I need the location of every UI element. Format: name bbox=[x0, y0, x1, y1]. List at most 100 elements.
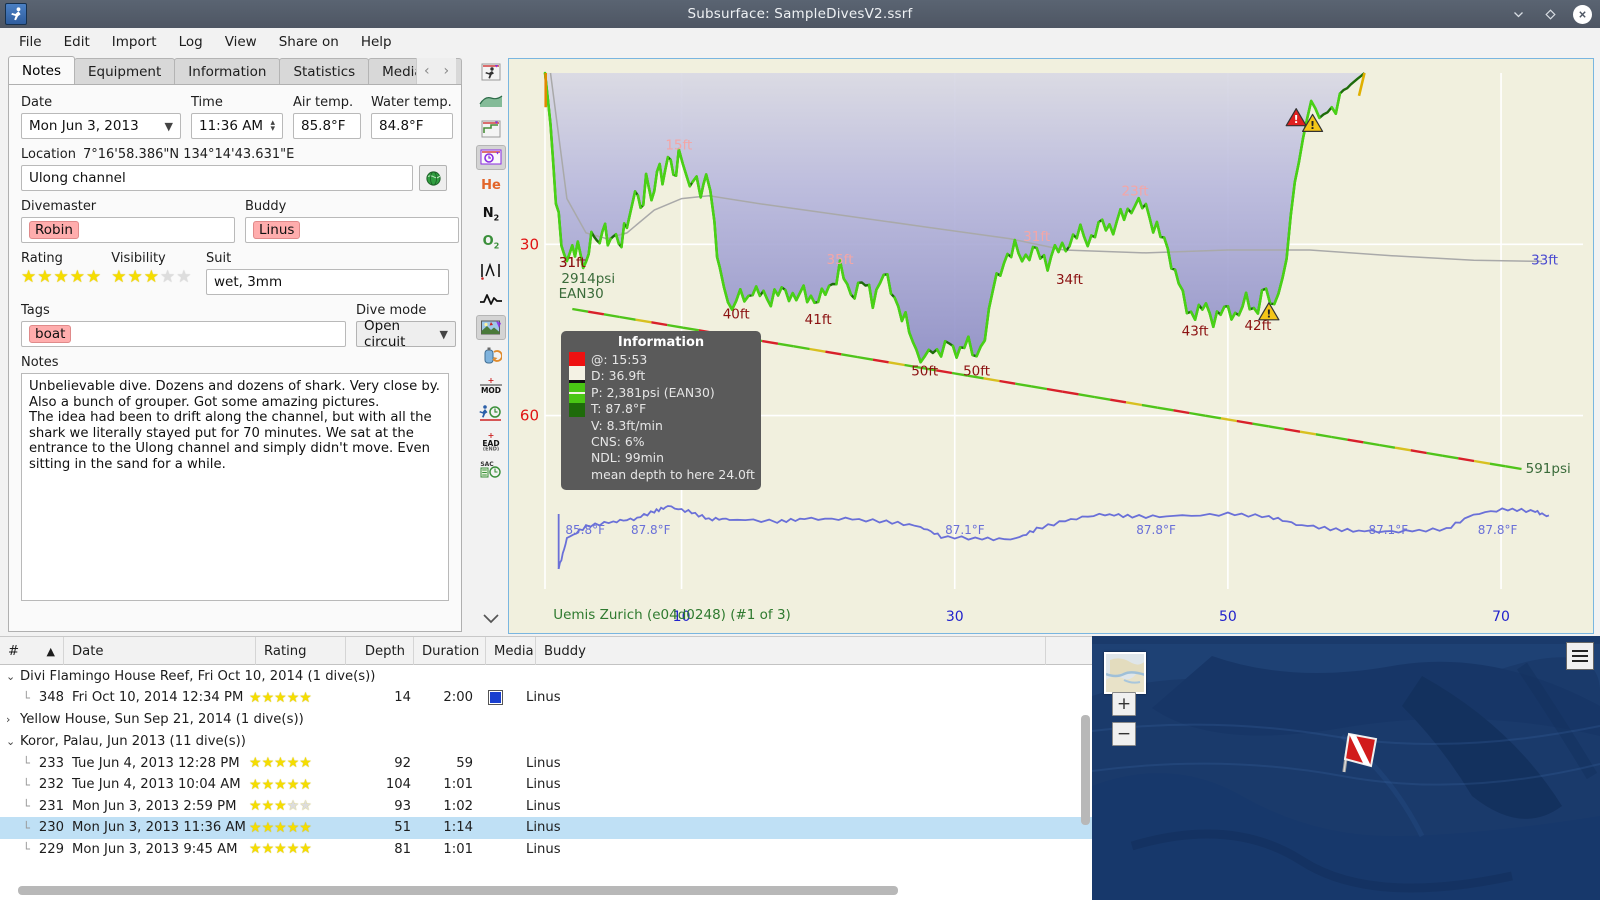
dc-reported-ceiling-icon[interactable] bbox=[476, 88, 506, 112]
heliox-icon[interactable]: He bbox=[481, 178, 501, 194]
divelist-trip-header[interactable]: ⌄ Divi Flamingo House Reef, Fri Oct 10, 2… bbox=[0, 665, 1092, 687]
calculated-ceiling-icon[interactable] bbox=[476, 117, 506, 141]
column-header-buddy[interactable]: Buddy bbox=[536, 637, 1046, 665]
table-row[interactable]: └ 230 Mon Jun 3, 2013 11:36 AM ★ ★ ★ ★ ★ 51 1:14 L… bbox=[0, 817, 1092, 839]
profile-toolbar: He N2 O2 bbox=[474, 58, 508, 634]
deco-info-icon[interactable] bbox=[476, 259, 506, 283]
star-icon[interactable]: ★ bbox=[160, 267, 176, 287]
table-row[interactable]: └ 233 Tue Jun 4, 2013 12:28 PM ★ ★ ★ ★ ★ 92 59 Lin… bbox=[0, 753, 1092, 775]
suit-value: wet, 3mm bbox=[214, 274, 283, 290]
menu-item-import[interactable]: Import bbox=[111, 34, 157, 50]
star-icon[interactable]: ★ bbox=[127, 267, 143, 287]
menu-item-share-on[interactable]: Share on bbox=[278, 34, 339, 50]
water-temp-field[interactable]: 84.8°F bbox=[371, 113, 453, 139]
notes-textarea[interactable]: Unbelievable dive. Dozens and dozens of … bbox=[21, 373, 449, 601]
zoom-out-button[interactable]: − bbox=[1112, 722, 1136, 746]
star-icon[interactable]: ★ bbox=[143, 267, 159, 287]
star-icon: ★ bbox=[274, 755, 287, 772]
divelist-trip-header[interactable]: ⌄ Koror, Palau, Jun 2013 (11 dive(s)) bbox=[0, 731, 1092, 753]
hamburger-menu-icon[interactable] bbox=[1566, 642, 1594, 670]
map-panel[interactable]: + − bbox=[1092, 636, 1600, 900]
star-icon[interactable]: ★ bbox=[37, 267, 53, 287]
cell-duration: 1:01 bbox=[443, 777, 473, 793]
menu-item-log[interactable]: Log bbox=[178, 34, 203, 50]
scale-profile-icon[interactable] bbox=[476, 60, 506, 84]
dive-profile-chart[interactable]: 10 30 50 70 30 60 31ft 15ft 40ft 35ft 41ft 50ft 50f… bbox=[508, 58, 1594, 634]
star-icon[interactable]: ★ bbox=[21, 267, 37, 287]
cell-media bbox=[473, 690, 518, 706]
scrollbar-thumb[interactable] bbox=[1081, 715, 1090, 825]
column-header-media[interactable]: Media bbox=[486, 637, 536, 665]
column-header-rating[interactable]: Rating bbox=[256, 637, 346, 665]
star-icon[interactable]: ★ bbox=[176, 267, 192, 287]
nitrogen-icon[interactable]: N2 bbox=[482, 205, 500, 223]
tab-scroll-right-icon[interactable]: › bbox=[443, 63, 450, 79]
cell-rating: ★ ★ ★ ★ ★ bbox=[249, 777, 339, 793]
column-header-date[interactable]: Date bbox=[64, 637, 256, 665]
world-minimap-icon[interactable] bbox=[1104, 652, 1146, 694]
svg-text:+: + bbox=[488, 376, 495, 385]
table-row[interactable]: └ 348 Fri Oct 10, 2014 12:34 PM ★ ★ ★ ★ ★ 14 2:00… bbox=[0, 687, 1092, 709]
maximize-button[interactable] bbox=[1541, 5, 1559, 23]
menu-item-view[interactable]: View bbox=[224, 34, 257, 50]
table-row[interactable]: └ 229 Mon Jun 3, 2013 9:45 AM ★ ★ ★ ★ ★ 81 1:01 Li… bbox=[0, 839, 1092, 861]
zoom-in-button[interactable]: + bbox=[1112, 692, 1136, 716]
oxygen-icon[interactable]: O2 bbox=[482, 234, 500, 251]
visibility-stars[interactable]: ★ ★ ★ ★ ★ bbox=[111, 269, 196, 286]
tissue-graph-icon[interactable] bbox=[476, 144, 506, 170]
tags-input[interactable]: boat bbox=[21, 321, 346, 347]
tab-notes[interactable]: Notes bbox=[8, 56, 75, 84]
table-row[interactable]: └ 231 Mon Jun 3, 2013 2:59 PM ★ ★ ★ ★ ★ 93 1:02 Li… bbox=[0, 796, 1092, 818]
tooltip-legend-swatches bbox=[569, 352, 585, 483]
tab-statistics[interactable]: Statistics bbox=[279, 58, 370, 84]
star-icon[interactable]: ★ bbox=[111, 267, 127, 287]
globe-icon[interactable] bbox=[419, 165, 447, 191]
rating-stars[interactable]: ★ ★ ★ ★ ★ bbox=[21, 269, 101, 286]
star-icon[interactable]: ★ bbox=[69, 267, 85, 287]
ead-icon[interactable]: + EAD (END) bbox=[476, 429, 506, 453]
column-header-duration[interactable]: Duration bbox=[414, 637, 486, 665]
star-icon[interactable]: ★ bbox=[53, 267, 69, 287]
close-button[interactable] bbox=[1573, 4, 1592, 24]
menu-item-help[interactable]: Help bbox=[360, 34, 392, 50]
heartrate-icon[interactable] bbox=[476, 287, 506, 311]
sac-icon[interactable]: SAC bbox=[476, 457, 506, 481]
visibility-label: Visibility bbox=[111, 251, 166, 266]
star-icon[interactable]: ★ bbox=[86, 267, 102, 287]
svg-text:31ft: 31ft bbox=[559, 255, 586, 271]
chevron-down-icon[interactable]: ⌄ bbox=[6, 735, 16, 748]
column-header-number[interactable]: # ▲ bbox=[0, 637, 64, 665]
dive-list-vertical-scrollbar[interactable] bbox=[1081, 667, 1090, 897]
expand-icon[interactable] bbox=[476, 606, 506, 630]
air-temp-value: 85.8°F bbox=[301, 118, 346, 134]
air-temp-field[interactable]: 85.8°F bbox=[293, 113, 361, 139]
menu-item-edit[interactable]: Edit bbox=[63, 34, 90, 50]
scrollbar-thumb[interactable] bbox=[18, 886, 898, 895]
show-photos-icon[interactable] bbox=[476, 315, 506, 341]
dive-mode-select[interactable]: Open circuit ▼ bbox=[356, 318, 456, 350]
chevron-right-icon[interactable]: › bbox=[6, 713, 11, 726]
menu-item-file[interactable]: File bbox=[19, 34, 42, 50]
minimize-button[interactable] bbox=[1509, 5, 1527, 23]
tab-information[interactable]: Information bbox=[174, 58, 281, 84]
buddy-input[interactable]: Linus bbox=[245, 217, 459, 243]
table-row[interactable]: └ 232 Tue Jun 4, 2013 10:04 AM ★ ★ ★ ★ ★ 104 1:01… bbox=[0, 774, 1092, 796]
dive-list-horizontal-scrollbar[interactable] bbox=[8, 886, 1083, 895]
ndl-tts-icon[interactable] bbox=[476, 401, 506, 425]
tank-bar-icon[interactable] bbox=[476, 344, 506, 368]
date-field[interactable]: Mon Jun 3, 2013 ▼ bbox=[21, 113, 181, 139]
svg-text:41ft: 41ft bbox=[805, 312, 832, 328]
water-temp-label: Water temp. bbox=[371, 95, 452, 110]
time-field[interactable]: 11:36 AM ▴ ▾ bbox=[191, 113, 283, 139]
column-header-depth[interactable]: Depth bbox=[346, 637, 414, 665]
suit-input[interactable]: wet, 3mm bbox=[206, 269, 449, 295]
location-input[interactable]: Ulong channel bbox=[21, 165, 413, 191]
chevron-down-icon[interactable]: ⌄ bbox=[6, 669, 16, 683]
time-stepper-icon[interactable]: ▴ ▾ bbox=[270, 118, 275, 134]
divelist-trip-header[interactable]: › Yellow House, Sun Sep 21, 2014 (1 dive(… bbox=[0, 709, 1092, 731]
dive-flag-marker-icon[interactable] bbox=[1338, 728, 1380, 778]
mod-icon[interactable]: + MOD bbox=[476, 372, 506, 396]
tab-equipment[interactable]: Equipment bbox=[74, 58, 176, 84]
tab-scroll-left-icon[interactable]: ‹ bbox=[423, 63, 430, 79]
divemaster-input[interactable]: Robin bbox=[21, 217, 235, 243]
